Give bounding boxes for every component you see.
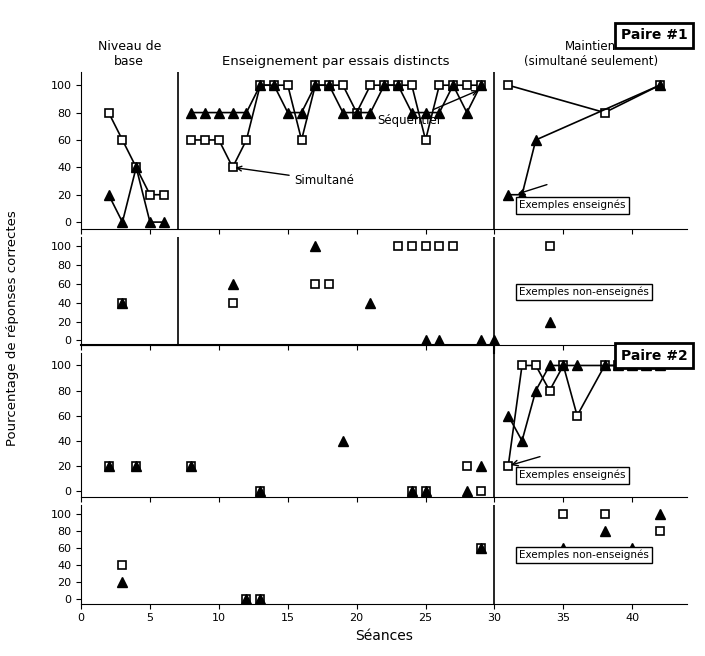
Text: Séquentiel: Séquentiel: [377, 91, 477, 127]
X-axis label: Séances: Séances: [355, 629, 413, 643]
Text: Exemples non-enseignés: Exemples non-enseignés: [520, 550, 649, 560]
Text: Exemples enseignés: Exemples enseignés: [520, 470, 626, 480]
Text: Paire #1: Paire #1: [620, 28, 687, 43]
Text: Enseignement par essais distincts: Enseignement par essais distincts: [222, 55, 450, 68]
Text: Maintien
(simultané seulement): Maintien (simultané seulement): [524, 40, 658, 68]
Text: Niveau de
base: Niveau de base: [97, 40, 161, 68]
Text: Paire #2: Paire #2: [620, 348, 687, 363]
Text: Exemples enseignés: Exemples enseignés: [520, 200, 626, 211]
Text: Exemples non-enseignés: Exemples non-enseignés: [520, 287, 649, 297]
Text: Simultané: Simultané: [237, 166, 355, 187]
Text: Pourcentage de réponses correctes: Pourcentage de réponses correctes: [6, 210, 19, 446]
